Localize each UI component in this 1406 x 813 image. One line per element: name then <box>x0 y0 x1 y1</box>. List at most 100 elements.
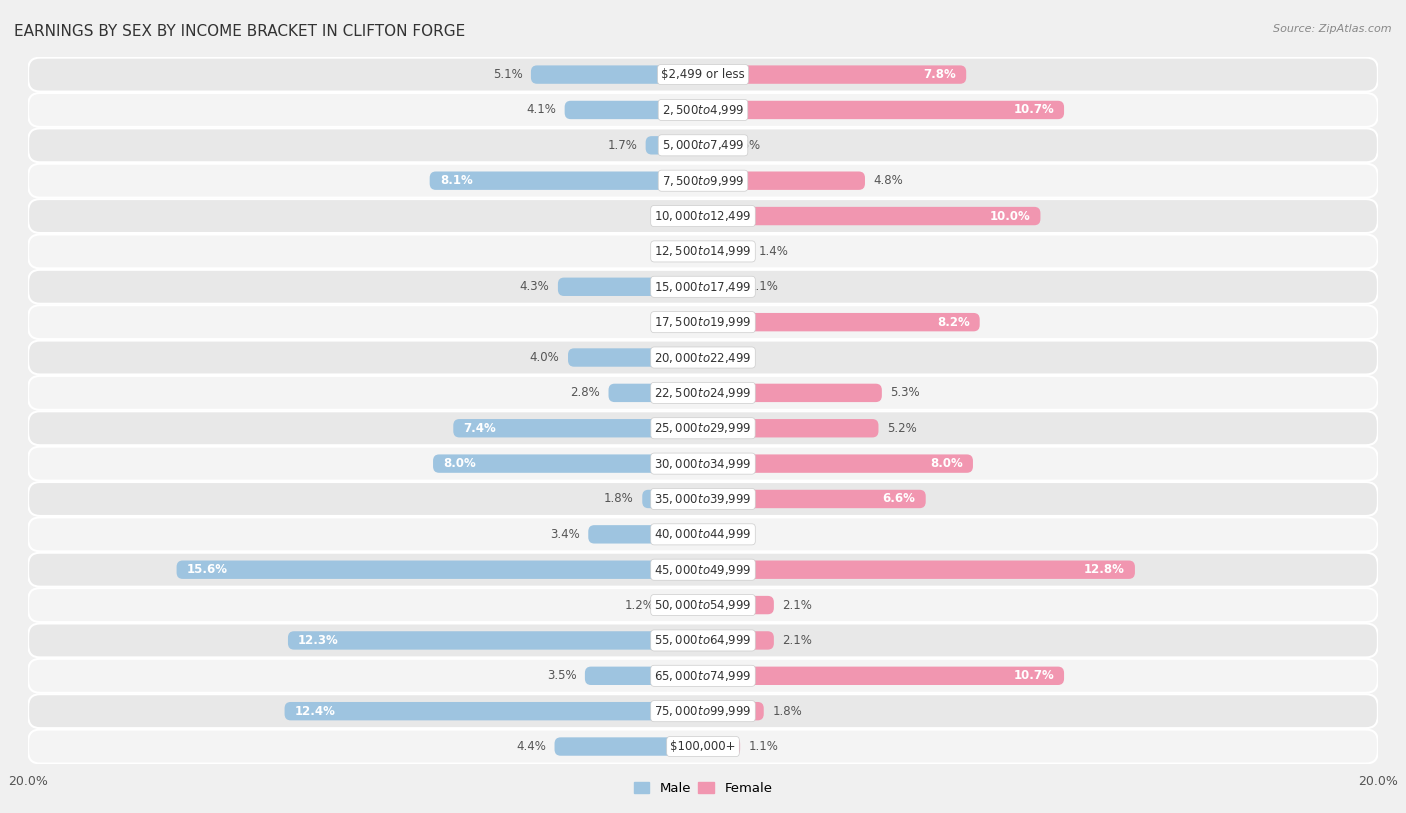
Text: $10,000 to $12,499: $10,000 to $12,499 <box>654 209 752 223</box>
FancyBboxPatch shape <box>28 376 1378 410</box>
FancyBboxPatch shape <box>703 65 966 84</box>
FancyBboxPatch shape <box>703 489 925 508</box>
Text: 0.0%: 0.0% <box>711 351 741 364</box>
Text: 8.0%: 8.0% <box>443 457 475 470</box>
FancyBboxPatch shape <box>28 694 1378 728</box>
FancyBboxPatch shape <box>703 702 763 720</box>
FancyBboxPatch shape <box>703 242 751 261</box>
Text: 5.3%: 5.3% <box>890 386 920 399</box>
Text: 1.7%: 1.7% <box>607 139 637 152</box>
FancyBboxPatch shape <box>558 277 703 296</box>
Text: $75,000 to $99,999: $75,000 to $99,999 <box>654 704 752 718</box>
FancyBboxPatch shape <box>565 101 703 120</box>
FancyBboxPatch shape <box>703 313 980 332</box>
FancyBboxPatch shape <box>568 348 703 367</box>
Text: $55,000 to $64,999: $55,000 to $64,999 <box>654 633 752 647</box>
Text: 1.1%: 1.1% <box>748 280 779 293</box>
Text: $22,500 to $24,999: $22,500 to $24,999 <box>654 386 752 400</box>
Text: $40,000 to $44,999: $40,000 to $44,999 <box>654 528 752 541</box>
Text: 5.2%: 5.2% <box>887 422 917 435</box>
Text: $25,000 to $29,999: $25,000 to $29,999 <box>654 421 752 435</box>
Text: 1.8%: 1.8% <box>772 705 801 718</box>
FancyBboxPatch shape <box>28 234 1378 268</box>
Text: 0.0%: 0.0% <box>665 315 695 328</box>
Text: $2,500 to $4,999: $2,500 to $4,999 <box>662 103 744 117</box>
Text: 8.1%: 8.1% <box>440 174 472 187</box>
FancyBboxPatch shape <box>703 277 740 296</box>
FancyBboxPatch shape <box>28 128 1378 163</box>
Text: $15,000 to $17,499: $15,000 to $17,499 <box>654 280 752 293</box>
Text: 3.4%: 3.4% <box>550 528 579 541</box>
FancyBboxPatch shape <box>28 553 1378 587</box>
FancyBboxPatch shape <box>28 411 1378 446</box>
FancyBboxPatch shape <box>28 93 1378 127</box>
Text: 4.8%: 4.8% <box>873 174 903 187</box>
FancyBboxPatch shape <box>703 667 1064 685</box>
Text: 1.8%: 1.8% <box>605 493 634 506</box>
Text: $2,499 or less: $2,499 or less <box>661 68 745 81</box>
FancyBboxPatch shape <box>288 631 703 650</box>
FancyBboxPatch shape <box>609 384 703 402</box>
Text: 4.1%: 4.1% <box>526 103 557 116</box>
FancyBboxPatch shape <box>703 172 865 190</box>
FancyBboxPatch shape <box>662 596 703 615</box>
Text: $20,000 to $22,499: $20,000 to $22,499 <box>654 350 752 364</box>
FancyBboxPatch shape <box>703 101 1064 120</box>
FancyBboxPatch shape <box>430 172 703 190</box>
FancyBboxPatch shape <box>284 702 703 720</box>
FancyBboxPatch shape <box>703 631 773 650</box>
Text: 3.5%: 3.5% <box>547 669 576 682</box>
Text: $17,500 to $19,999: $17,500 to $19,999 <box>654 315 752 329</box>
FancyBboxPatch shape <box>643 489 703 508</box>
Text: 0.0%: 0.0% <box>711 528 741 541</box>
FancyBboxPatch shape <box>28 517 1378 551</box>
FancyBboxPatch shape <box>28 163 1378 198</box>
FancyBboxPatch shape <box>28 624 1378 658</box>
FancyBboxPatch shape <box>28 446 1378 480</box>
Text: $100,000+: $100,000+ <box>671 740 735 753</box>
FancyBboxPatch shape <box>703 419 879 437</box>
Text: $45,000 to $49,999: $45,000 to $49,999 <box>654 563 752 576</box>
FancyBboxPatch shape <box>28 482 1378 516</box>
Text: 10.0%: 10.0% <box>990 210 1031 223</box>
FancyBboxPatch shape <box>703 454 973 473</box>
Text: $12,500 to $14,999: $12,500 to $14,999 <box>654 245 752 259</box>
FancyBboxPatch shape <box>28 305 1378 339</box>
Text: 15.6%: 15.6% <box>187 563 228 576</box>
Text: 12.4%: 12.4% <box>295 705 336 718</box>
Text: Source: ZipAtlas.com: Source: ZipAtlas.com <box>1274 24 1392 34</box>
FancyBboxPatch shape <box>433 454 703 473</box>
FancyBboxPatch shape <box>703 596 773 615</box>
FancyBboxPatch shape <box>703 737 740 756</box>
FancyBboxPatch shape <box>645 136 703 154</box>
Text: $35,000 to $39,999: $35,000 to $39,999 <box>654 492 752 506</box>
Text: 4.0%: 4.0% <box>530 351 560 364</box>
FancyBboxPatch shape <box>703 384 882 402</box>
FancyBboxPatch shape <box>28 199 1378 233</box>
Text: 10.7%: 10.7% <box>1014 103 1054 116</box>
FancyBboxPatch shape <box>703 560 1135 579</box>
Text: EARNINGS BY SEX BY INCOME BRACKET IN CLIFTON FORGE: EARNINGS BY SEX BY INCOME BRACKET IN CLI… <box>14 24 465 39</box>
FancyBboxPatch shape <box>28 58 1378 92</box>
FancyBboxPatch shape <box>28 588 1378 622</box>
Text: 12.3%: 12.3% <box>298 634 339 647</box>
Text: $50,000 to $54,999: $50,000 to $54,999 <box>654 598 752 612</box>
FancyBboxPatch shape <box>588 525 703 544</box>
Text: 4.3%: 4.3% <box>520 280 550 293</box>
Text: 6.6%: 6.6% <box>883 493 915 506</box>
Text: 0.0%: 0.0% <box>665 245 695 258</box>
FancyBboxPatch shape <box>28 729 1378 763</box>
Text: 7.4%: 7.4% <box>464 422 496 435</box>
FancyBboxPatch shape <box>585 667 703 685</box>
Text: 1.2%: 1.2% <box>624 598 654 611</box>
Text: 8.2%: 8.2% <box>936 315 970 328</box>
Text: 2.1%: 2.1% <box>782 598 813 611</box>
Text: $65,000 to $74,999: $65,000 to $74,999 <box>654 669 752 683</box>
Text: $7,500 to $9,999: $7,500 to $9,999 <box>662 174 744 188</box>
Text: 0.36%: 0.36% <box>724 139 761 152</box>
Text: 2.1%: 2.1% <box>782 634 813 647</box>
FancyBboxPatch shape <box>28 270 1378 304</box>
FancyBboxPatch shape <box>554 737 703 756</box>
FancyBboxPatch shape <box>703 136 716 154</box>
Text: 7.8%: 7.8% <box>924 68 956 81</box>
